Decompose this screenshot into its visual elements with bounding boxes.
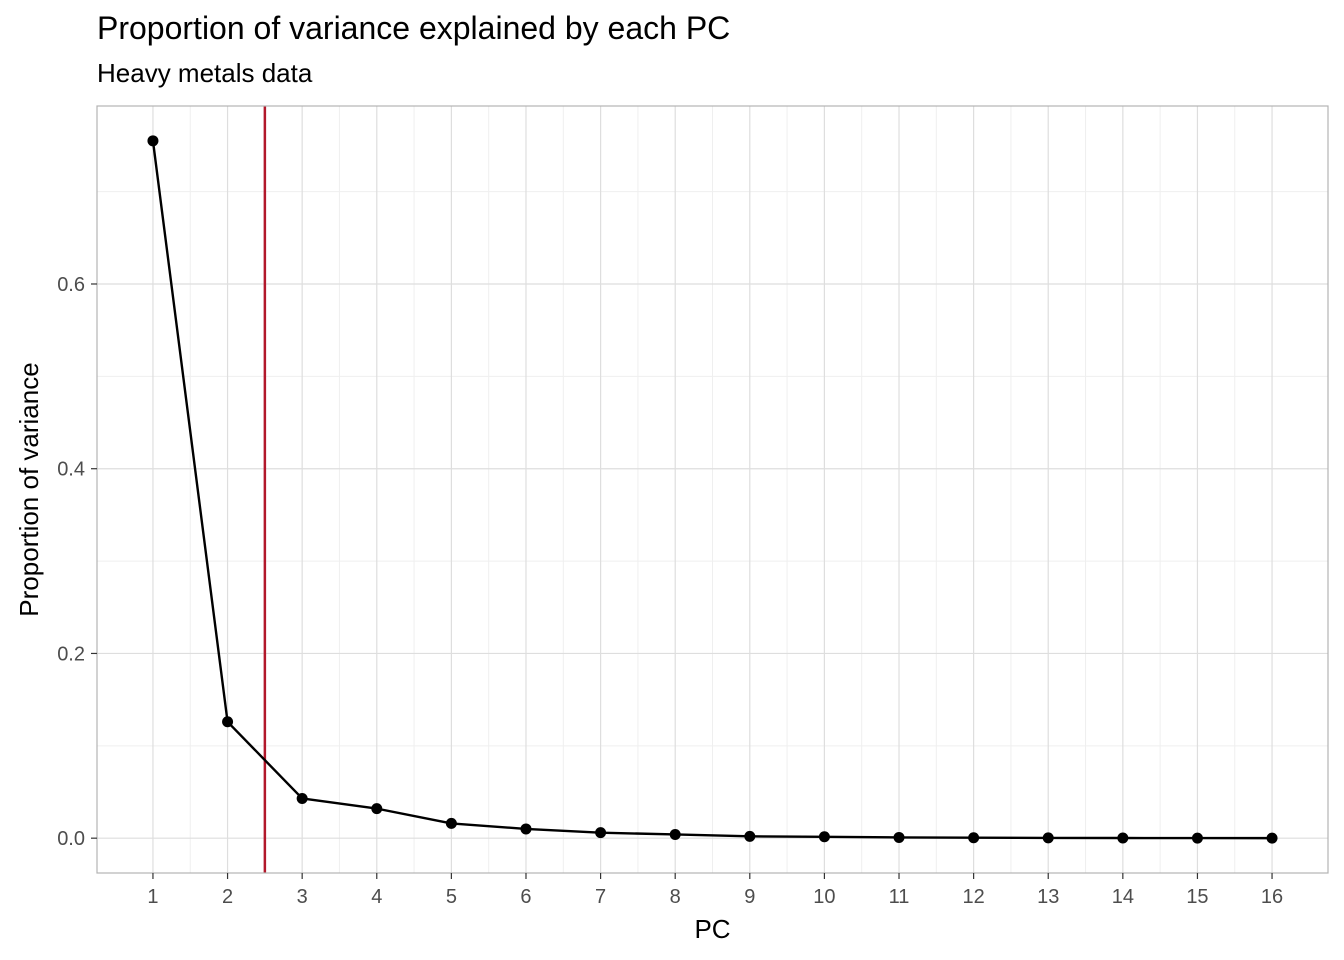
x-tick-label: 3 [297,886,308,908]
data-point [1191,832,1203,844]
data-point [968,832,980,844]
y-tick-label: 0.0 [57,828,85,850]
plot-marks [147,106,1278,873]
series-line [151,140,1273,840]
chart-title: Proportion of variance explained by each… [97,10,731,46]
data-point [595,827,607,839]
data-point [893,831,905,843]
axis-ticks [91,283,1273,879]
data-point [744,830,756,842]
x-tick-label: 6 [520,886,531,908]
x-tick-label: 1 [147,886,158,908]
x-tick-label: 15 [1186,886,1208,908]
x-tick-label: 10 [813,886,835,908]
y-tick-label: 0.2 [57,643,85,665]
x-tick-label: 16 [1261,886,1283,908]
y-tick-label: 0.6 [57,274,85,296]
data-point [669,828,681,840]
data-point [1266,832,1278,844]
x-tick-label: 5 [446,886,457,908]
x-tick-label: 9 [744,886,755,908]
data-point [1042,832,1054,844]
data-point [222,716,234,728]
data-point [147,135,159,147]
minor-gridlines [97,106,1328,873]
x-tick-label: 7 [595,886,606,908]
x-tick-label: 4 [371,886,382,908]
y-tick-label: 0.4 [57,459,85,481]
y-axis-title: Proportion of variance [14,362,44,616]
x-tick-label: 2 [222,886,233,908]
data-point [371,803,383,815]
x-tick-label: 11 [889,886,910,908]
data-point [520,823,532,835]
x-tick-label: 13 [1037,886,1059,908]
data-point [818,831,830,843]
axis-labels: 1 2 3 4 5 6 7 8 9 10 11 12 13 14 15 160.00.20.40.6 [57,274,1283,908]
x-axis-title: PC [694,914,730,944]
x-tick-label: 8 [670,886,681,908]
chart-subtitle: Heavy metals data [97,58,313,88]
data-point [1117,832,1129,844]
x-tick-label: 14 [1112,886,1134,908]
data-point [296,792,308,804]
major-gridlines [97,106,1328,873]
data-point [445,817,457,829]
x-tick-label: 12 [962,886,984,908]
panel-border [96,105,1329,874]
